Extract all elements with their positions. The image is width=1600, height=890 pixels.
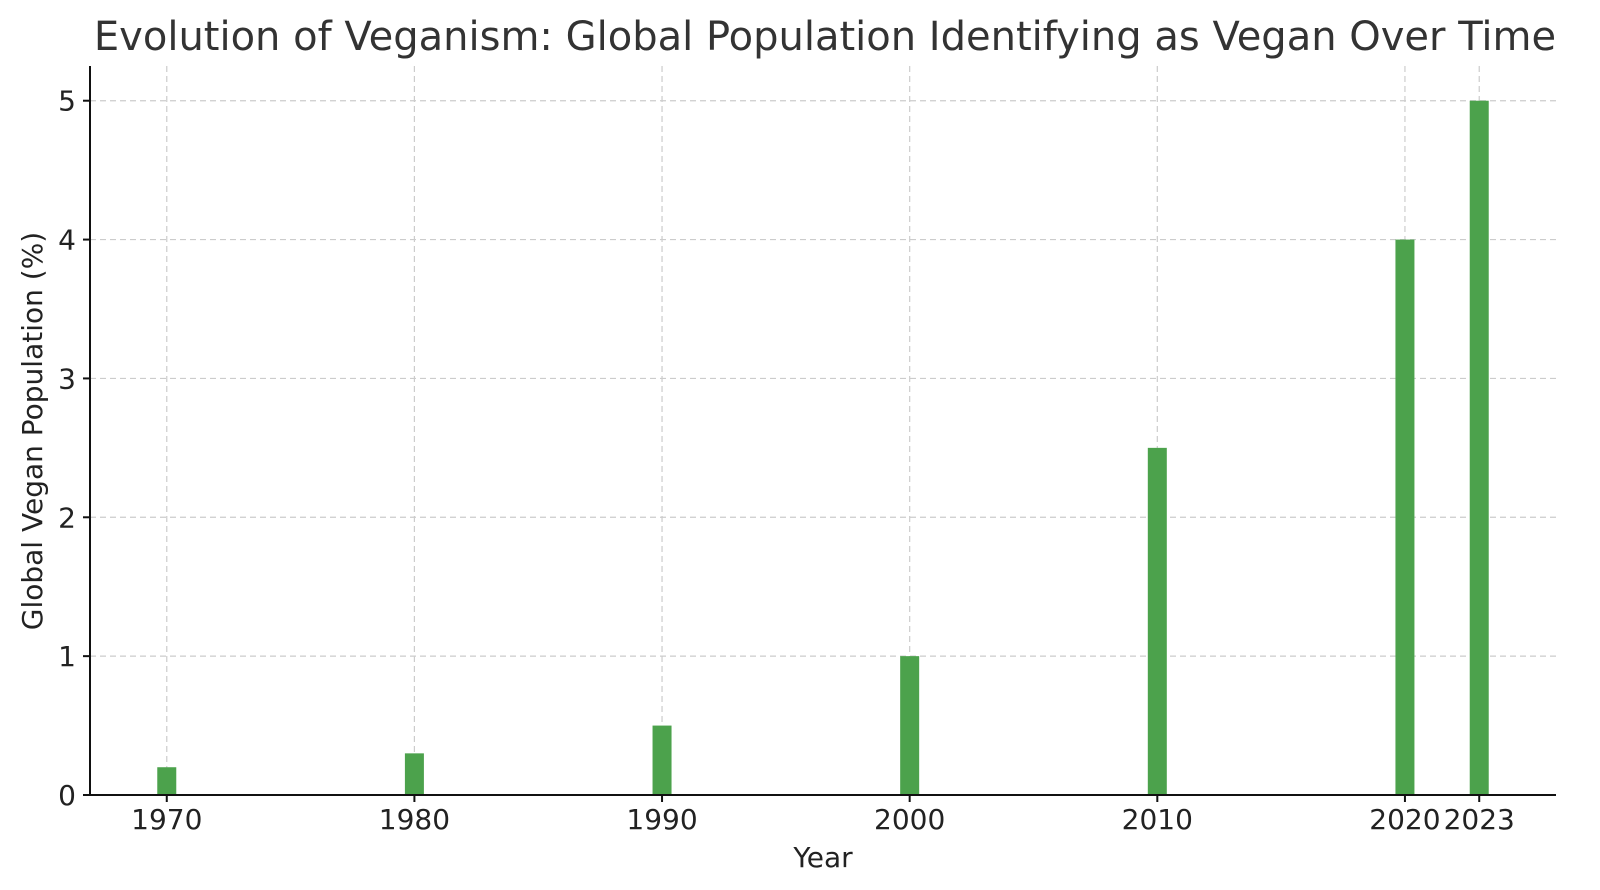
bar-2023 <box>1469 100 1489 795</box>
y-tick-label: 1 <box>58 640 76 673</box>
bar-1980 <box>404 753 424 795</box>
grid-lines <box>90 66 1556 796</box>
y-tick-label: 4 <box>58 224 76 257</box>
x-axis-label: Year <box>792 841 853 874</box>
y-tick-label: 0 <box>58 779 76 812</box>
y-tick-label: 2 <box>58 501 76 534</box>
x-tick-label: 2010 <box>1122 803 1193 836</box>
axes <box>89 66 1556 796</box>
x-tick-label: 1980 <box>379 803 450 836</box>
x-tick-label: 1970 <box>131 803 202 836</box>
bars <box>157 100 1489 796</box>
x-tick-label: 1990 <box>626 803 697 836</box>
y-tick-label: 3 <box>58 362 76 395</box>
bar-1970 <box>157 767 177 795</box>
bar-2000 <box>900 656 920 795</box>
tick-labels: 0 1 2 3 4 5 1970 1980 1990 2000 2010 2020 2023 <box>58 85 1515 836</box>
bar-1990 <box>652 725 672 795</box>
x-tick-label: 2020 <box>1369 803 1440 836</box>
y-axis-label: Global Vegan Population (%) <box>16 232 49 630</box>
x-tick-label: 2000 <box>874 803 945 836</box>
bar-2020 <box>1395 239 1415 796</box>
y-tick-label: 5 <box>58 85 76 118</box>
x-tick-label: 2023 <box>1444 803 1515 836</box>
chart-title: Evolution of Veganism: Global Population… <box>94 14 1556 60</box>
bar-2010 <box>1147 447 1167 795</box>
